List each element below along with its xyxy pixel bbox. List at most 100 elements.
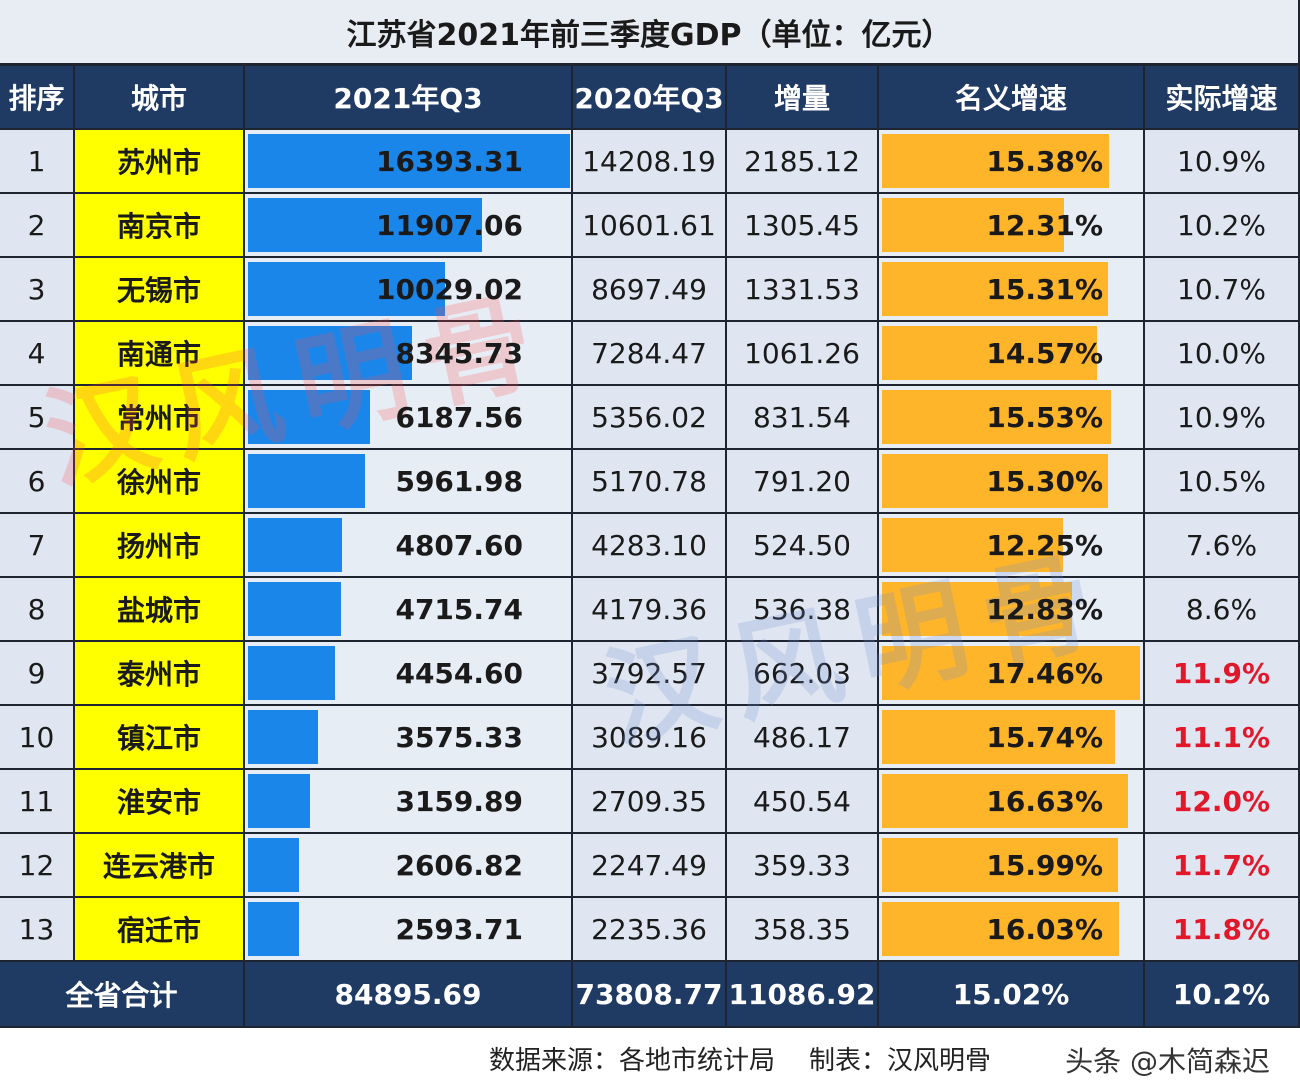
city-cell: 苏州市 bbox=[75, 130, 245, 194]
increase-cell: 524.50 bbox=[727, 514, 879, 578]
nominal-growth-value: 15.74% bbox=[986, 720, 1103, 754]
gdp-2020-cell: 5356.02 bbox=[573, 386, 727, 450]
increase-cell: 791.20 bbox=[727, 450, 879, 514]
gdp-2021-cell: 4715.74 bbox=[245, 578, 573, 642]
gdp-2021-cell: 3159.89 bbox=[245, 770, 573, 834]
nominal-growth-bar bbox=[882, 646, 1140, 700]
city-cell: 宿迁市 bbox=[75, 898, 245, 962]
increase-cell: 1331.53 bbox=[727, 258, 879, 322]
nominal-growth-cell: 15.99% bbox=[879, 834, 1145, 898]
gdp-2021-cell: 4807.60 bbox=[245, 514, 573, 578]
rank-cell: 11 bbox=[0, 770, 75, 834]
gdp-2021-cell: 11907.06 bbox=[245, 194, 573, 258]
gdp-2021-cell: 4454.60 bbox=[245, 642, 573, 706]
header-rank: 排序 bbox=[0, 66, 75, 130]
nominal-growth-value: 12.83% bbox=[986, 592, 1103, 626]
city-cell: 南京市 bbox=[75, 194, 245, 258]
nominal-growth-cell: 12.31% bbox=[879, 194, 1145, 258]
table-title: 江苏省2021年前三季度GDP（单位：亿元） bbox=[0, 0, 1300, 66]
gdp-bar bbox=[248, 582, 341, 636]
nominal-growth-bar bbox=[882, 262, 1108, 316]
total-real-growth: 10.2% bbox=[1145, 962, 1300, 1028]
gdp-2020-cell: 2709.35 bbox=[573, 770, 727, 834]
gdp-2021-value: 16393.31 bbox=[375, 144, 523, 178]
gdp-2020-cell: 14208.19 bbox=[573, 130, 727, 194]
gdp-bar bbox=[248, 902, 299, 956]
increase-cell: 1061.26 bbox=[727, 322, 879, 386]
header-city: 城市 bbox=[75, 66, 245, 130]
city-cell: 常州市 bbox=[75, 386, 245, 450]
gdp-2021-value: 4715.74 bbox=[395, 592, 523, 626]
real-growth-cell: 11.8% bbox=[1145, 898, 1300, 962]
gdp-2021-value: 10029.02 bbox=[375, 272, 523, 306]
city-cell: 南通市 bbox=[75, 322, 245, 386]
gdp-2021-value: 11907.06 bbox=[375, 208, 523, 242]
footer-maker: 制表：汉风明骨 bbox=[809, 1045, 992, 1076]
rank-cell: 8 bbox=[0, 578, 75, 642]
footer-tag: 头条 @木简森迟 bbox=[1065, 1045, 1270, 1078]
increase-cell: 536.38 bbox=[727, 578, 879, 642]
gdp-2021-value: 3159.89 bbox=[395, 784, 523, 818]
gdp-bar bbox=[248, 710, 318, 764]
rank-cell: 6 bbox=[0, 450, 75, 514]
rank-cell: 7 bbox=[0, 514, 75, 578]
rank-cell: 9 bbox=[0, 642, 75, 706]
gdp-2021-cell: 10029.02 bbox=[245, 258, 573, 322]
nominal-growth-value: 15.99% bbox=[986, 848, 1103, 882]
gdp-bar bbox=[248, 326, 412, 380]
rank-cell: 12 bbox=[0, 834, 75, 898]
real-growth-cell: 10.2% bbox=[1145, 194, 1300, 258]
gdp-2021-cell: 8345.73 bbox=[245, 322, 573, 386]
gdp-bar bbox=[248, 390, 370, 444]
gdp-2021-cell: 2606.82 bbox=[245, 834, 573, 898]
gdp-2020-cell: 7284.47 bbox=[573, 322, 727, 386]
nominal-growth-cell: 12.83% bbox=[879, 578, 1145, 642]
gdp-2021-value: 4807.60 bbox=[395, 528, 523, 562]
nominal-growth-value: 15.38% bbox=[986, 144, 1103, 178]
real-growth-cell: 10.9% bbox=[1145, 386, 1300, 450]
increase-cell: 831.54 bbox=[727, 386, 879, 450]
nominal-growth-value: 15.53% bbox=[986, 400, 1103, 434]
gdp-bar bbox=[248, 262, 445, 316]
nominal-growth-bar bbox=[882, 774, 1128, 828]
total-label: 全省合计 bbox=[0, 962, 245, 1028]
gdp-2021-value: 2593.71 bbox=[395, 912, 523, 946]
rank-cell: 3 bbox=[0, 258, 75, 322]
gdp-bar bbox=[248, 838, 299, 892]
gdp-2020-cell: 2235.36 bbox=[573, 898, 727, 962]
gdp-2020-cell: 2247.49 bbox=[573, 834, 727, 898]
rank-cell: 13 bbox=[0, 898, 75, 962]
nominal-growth-bar bbox=[882, 582, 1072, 636]
real-growth-cell: 10.9% bbox=[1145, 130, 1300, 194]
increase-cell: 662.03 bbox=[727, 642, 879, 706]
gdp-2020-cell: 5170.78 bbox=[573, 450, 727, 514]
real-growth-cell: 8.6% bbox=[1145, 578, 1300, 642]
rank-cell: 1 bbox=[0, 130, 75, 194]
city-cell: 连云港市 bbox=[75, 834, 245, 898]
nominal-growth-value: 12.31% bbox=[986, 208, 1103, 242]
nominal-growth-value: 15.30% bbox=[986, 464, 1103, 498]
nominal-growth-bar bbox=[882, 518, 1063, 572]
header-gdp-2021: 2021年Q3 bbox=[245, 66, 573, 130]
city-cell: 泰州市 bbox=[75, 642, 245, 706]
gdp-2021-cell: 2593.71 bbox=[245, 898, 573, 962]
real-growth-cell: 11.9% bbox=[1145, 642, 1300, 706]
nominal-growth-cell: 16.03% bbox=[879, 898, 1145, 962]
nominal-growth-bar bbox=[882, 902, 1119, 956]
total-increase: 11086.92 bbox=[727, 962, 879, 1028]
city-cell: 徐州市 bbox=[75, 450, 245, 514]
nominal-growth-value: 12.25% bbox=[986, 528, 1103, 562]
header-nominal-growth: 名义增速 bbox=[879, 66, 1145, 130]
city-cell: 盐城市 bbox=[75, 578, 245, 642]
gdp-2021-cell: 6187.56 bbox=[245, 386, 573, 450]
total-nominal-growth: 15.02% bbox=[879, 962, 1145, 1028]
gdp-2021-value: 6187.56 bbox=[395, 400, 523, 434]
gdp-2020-cell: 3089.16 bbox=[573, 706, 727, 770]
gdp-bar bbox=[248, 518, 342, 572]
nominal-growth-bar bbox=[882, 326, 1097, 380]
header-gdp-2020: 2020年Q3 bbox=[573, 66, 727, 130]
gdp-2021-cell: 5961.98 bbox=[245, 450, 573, 514]
nominal-growth-cell: 16.63% bbox=[879, 770, 1145, 834]
nominal-growth-value: 15.31% bbox=[986, 272, 1103, 306]
